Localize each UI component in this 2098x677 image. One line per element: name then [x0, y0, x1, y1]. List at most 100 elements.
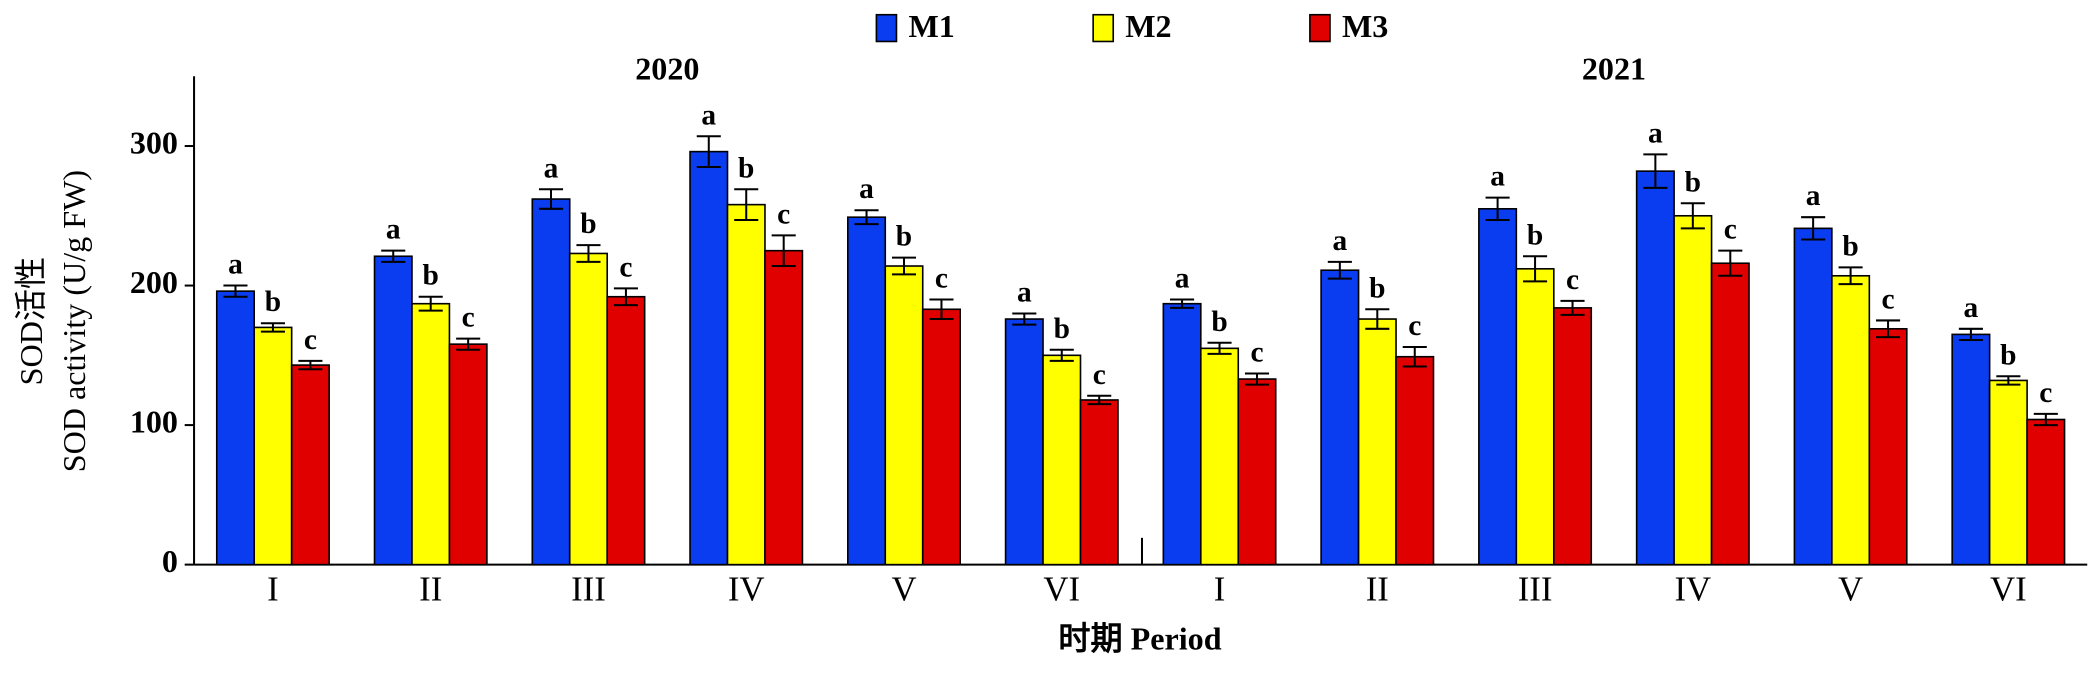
error-bar — [1643, 153, 1668, 189]
group-label: 2021 — [1582, 51, 1646, 87]
x-tick-label: V — [1838, 570, 1863, 609]
bar — [568, 252, 609, 566]
bar — [764, 249, 804, 566]
significance-label: b — [423, 260, 439, 292]
bar — [1793, 227, 1833, 566]
significance-label: c — [2039, 377, 2052, 409]
error-bar — [1718, 249, 1743, 277]
bar — [1710, 262, 1750, 566]
significance-label: b — [1054, 313, 1070, 345]
bar — [1831, 274, 1871, 566]
error-bar — [1801, 216, 1826, 241]
significance-label: a — [386, 214, 401, 246]
y-axis-label: SOD活性 — [13, 257, 49, 385]
bar — [448, 343, 488, 566]
significance-label: c — [935, 263, 948, 295]
error-bar — [1996, 375, 2021, 386]
significance-label: c — [304, 324, 317, 356]
significance-label: a — [701, 99, 716, 131]
bar — [606, 295, 646, 566]
significance-label: a — [1017, 276, 1032, 308]
bar — [531, 198, 571, 566]
error-bar — [260, 322, 285, 333]
bar — [2026, 418, 2066, 566]
significance-label: a — [1648, 117, 1663, 149]
bar — [884, 265, 924, 566]
y-tick-label: 200 — [130, 264, 178, 300]
error-bar — [1207, 341, 1232, 355]
error-bar — [1327, 260, 1352, 280]
error-bar — [891, 256, 917, 276]
error-bar — [1049, 348, 1074, 362]
x-tick-label: I — [267, 570, 279, 609]
bar — [1199, 347, 1240, 566]
x-axis-label: 时期 Period — [1058, 621, 1221, 657]
significance-label: b — [1369, 272, 1385, 304]
legend-label: M3 — [1342, 8, 1388, 44]
error-bar — [1680, 202, 1705, 230]
error-bar — [1876, 319, 1901, 339]
error-bar — [613, 287, 638, 307]
error-bar — [223, 284, 248, 298]
error-bar — [1402, 345, 1427, 368]
bar — [1951, 333, 1991, 566]
error-bar — [1365, 308, 1390, 330]
bar — [1042, 354, 1082, 566]
bar — [1673, 214, 1713, 566]
legend-swatch — [875, 13, 898, 43]
error-bar — [854, 209, 879, 226]
error-bar — [696, 135, 721, 168]
significance-label: b — [1211, 306, 1227, 338]
error-bar — [929, 298, 954, 321]
significance-label: a — [1332, 225, 1347, 257]
error-bar — [456, 337, 481, 351]
error-bar — [1958, 327, 1983, 341]
y-tick-label: 0 — [162, 543, 178, 579]
x-tick-label: IV — [728, 570, 765, 609]
significance-label: b — [1842, 230, 1858, 262]
legend-swatch — [1309, 13, 1331, 43]
significance-label: a — [1175, 263, 1190, 295]
x-tick-label: III — [571, 570, 606, 609]
significance-label: b — [1527, 219, 1543, 251]
error-bar — [538, 188, 564, 210]
error-bar — [1560, 299, 1585, 316]
significance-label: b — [738, 152, 754, 184]
bar — [1988, 379, 2028, 566]
significance-label: c — [1566, 264, 1579, 296]
bar — [1395, 355, 1435, 566]
legend-label: M2 — [1125, 8, 1171, 44]
error-bar — [1244, 372, 1270, 386]
significance-label: a — [1964, 292, 1979, 324]
error-bar — [1838, 266, 1863, 286]
significance-label: b — [896, 221, 912, 253]
error-bar — [418, 295, 443, 312]
bar — [1478, 208, 1518, 566]
significance-label: a — [544, 152, 559, 184]
significance-label: c — [1250, 336, 1263, 368]
bar — [1320, 269, 1360, 566]
significance-label: c — [462, 302, 475, 334]
error-bar — [1012, 312, 1037, 326]
significance-label: c — [1882, 283, 1895, 315]
y-tick-label: 300 — [130, 124, 178, 160]
significance-label: b — [265, 286, 281, 318]
bar — [921, 308, 961, 566]
significance-label: c — [619, 251, 632, 283]
bar — [290, 364, 330, 566]
significance-label: c — [1408, 310, 1421, 342]
significance-label: b — [1685, 166, 1701, 198]
x-tick-label: VI — [1990, 570, 2027, 609]
bar — [253, 326, 293, 566]
error-bar — [298, 359, 323, 371]
significance-label: a — [228, 249, 243, 281]
significance-label: a — [1806, 180, 1821, 212]
bar — [1552, 307, 1593, 566]
significance-label: a — [1490, 161, 1505, 193]
x-tick-label: V — [891, 570, 916, 609]
bar — [1635, 170, 1675, 566]
significance-label: c — [777, 198, 790, 230]
bar — [1868, 328, 1908, 566]
bar — [1237, 378, 1277, 566]
